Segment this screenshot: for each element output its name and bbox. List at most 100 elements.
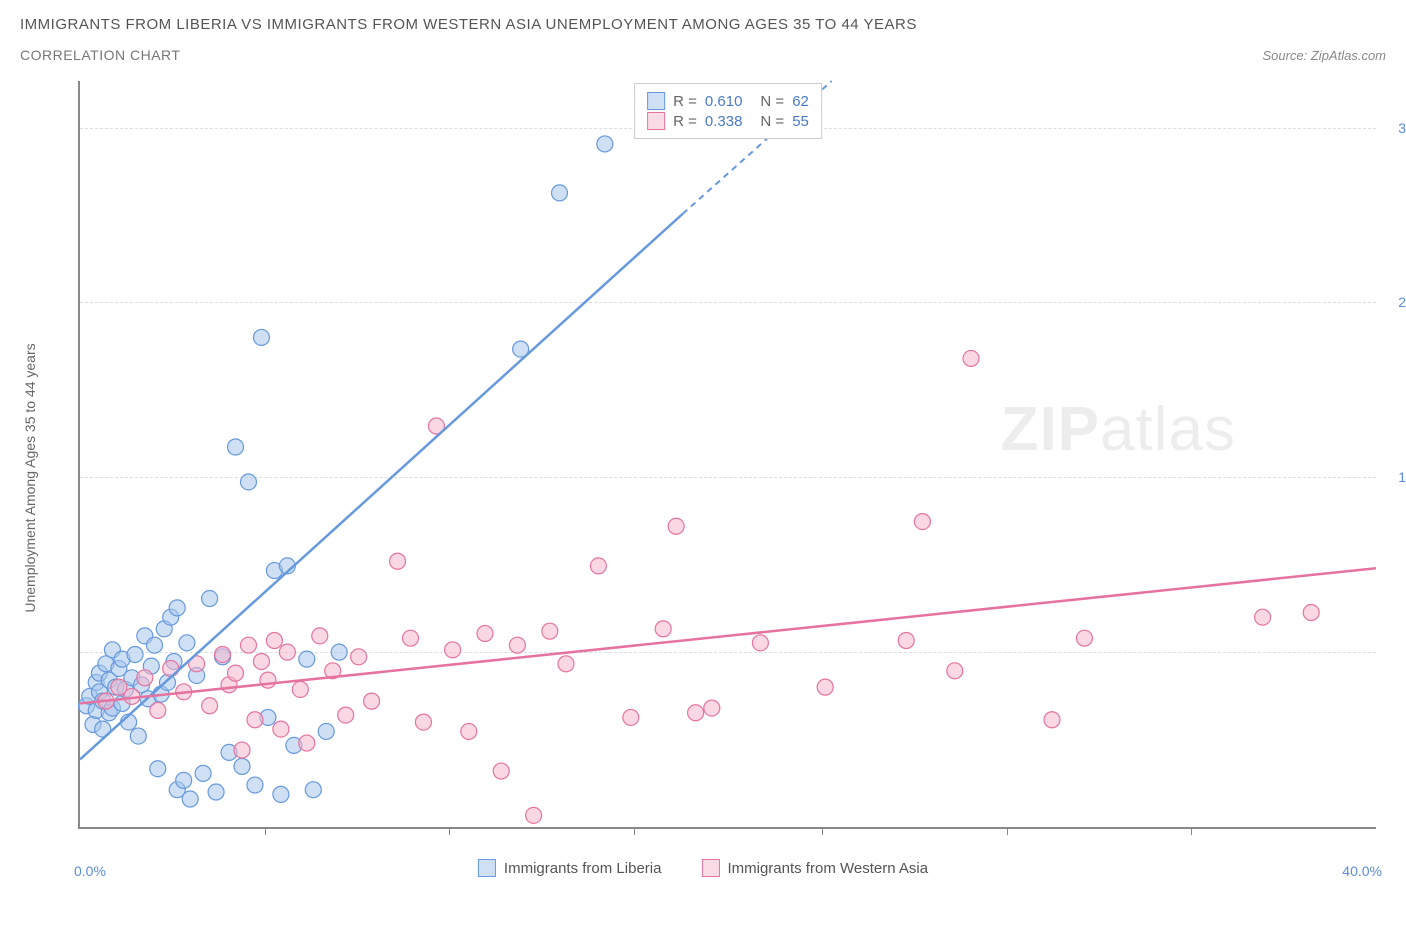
n-label: N = — [760, 93, 784, 110]
data-point — [260, 672, 276, 688]
data-point — [234, 758, 250, 774]
x-tick — [634, 827, 635, 835]
legend-row-series-2: R = 0.338 N = 55 — [647, 112, 809, 130]
data-point — [493, 763, 509, 779]
data-point — [228, 665, 244, 681]
data-point — [542, 623, 558, 639]
data-point — [147, 637, 163, 653]
data-point — [299, 651, 315, 667]
swatch-series-1 — [647, 92, 665, 110]
legend-label-2: Immigrants from Western Asia — [727, 860, 928, 877]
data-point — [461, 723, 477, 739]
data-point — [390, 553, 406, 569]
data-point — [898, 633, 914, 649]
subtitle-row: CORRELATION CHART Source: ZipAtlas.com — [20, 47, 1386, 63]
data-point — [182, 791, 198, 807]
scatter-plot-svg — [80, 81, 1376, 827]
data-point — [312, 628, 328, 644]
n-value-2: 55 — [792, 113, 809, 130]
y-axis-label: Unemployment Among Ages 35 to 44 years — [22, 343, 38, 612]
plot-area: ZIPatlas R = 0.610 N = 62 R = 0.338 N = … — [78, 81, 1376, 829]
data-point — [163, 660, 179, 676]
data-point — [150, 702, 166, 718]
data-point — [234, 742, 250, 758]
data-point — [130, 728, 146, 744]
data-point — [247, 712, 263, 728]
data-point — [1303, 605, 1319, 621]
data-point — [279, 644, 295, 660]
data-point — [688, 705, 704, 721]
data-point — [351, 649, 367, 665]
data-point — [253, 329, 269, 345]
correlation-legend: R = 0.610 N = 62 R = 0.338 N = 55 — [634, 83, 822, 139]
data-point — [247, 777, 263, 793]
x-axis-origin-label: 0.0% — [74, 863, 106, 879]
r-value-1: 0.610 — [705, 93, 743, 110]
data-point — [137, 670, 153, 686]
legend-item-2: Immigrants from Western Asia — [701, 859, 928, 877]
data-point — [208, 784, 224, 800]
series-legend: Immigrants from Liberia Immigrants from … — [478, 859, 928, 877]
r-value-2: 0.338 — [705, 113, 743, 130]
data-point — [1255, 609, 1271, 625]
data-point — [240, 637, 256, 653]
legend-item-1: Immigrants from Liberia — [478, 859, 662, 877]
data-point — [240, 474, 256, 490]
data-point — [445, 642, 461, 658]
data-point — [127, 646, 143, 662]
data-point — [704, 700, 720, 716]
data-point — [305, 782, 321, 798]
y-tick-label: 30.0% — [1398, 120, 1406, 136]
data-point — [752, 635, 768, 651]
data-point — [273, 721, 289, 737]
data-point — [169, 600, 185, 616]
x-tick — [449, 827, 450, 835]
n-label: N = — [760, 113, 784, 130]
data-point — [597, 136, 613, 152]
data-point — [331, 644, 347, 660]
data-point — [150, 761, 166, 777]
data-point — [176, 772, 192, 788]
x-tick — [265, 827, 266, 835]
y-tick-label: 15.0% — [1398, 469, 1406, 485]
data-point — [963, 350, 979, 366]
data-point — [558, 656, 574, 672]
data-point — [215, 646, 231, 662]
data-point — [1076, 630, 1092, 646]
data-point — [253, 653, 269, 669]
data-point — [179, 635, 195, 651]
data-point — [159, 674, 175, 690]
data-point — [202, 698, 218, 714]
data-point — [292, 681, 308, 697]
x-tick — [822, 827, 823, 835]
chart-container: Unemployment Among Ages 35 to 44 years Z… — [20, 73, 1386, 883]
data-point — [552, 185, 568, 201]
x-tick — [1191, 827, 1192, 835]
legend-label-1: Immigrants from Liberia — [504, 860, 662, 877]
data-point — [415, 714, 431, 730]
x-tick — [1007, 827, 1008, 835]
trend-line — [80, 214, 683, 760]
data-point — [947, 663, 963, 679]
data-point — [266, 633, 282, 649]
source-attribution: Source: ZipAtlas.com — [1262, 48, 1386, 63]
data-point — [273, 786, 289, 802]
data-point — [338, 707, 354, 723]
data-point — [228, 439, 244, 455]
data-point — [299, 735, 315, 751]
data-point — [914, 514, 930, 530]
data-point — [590, 558, 606, 574]
data-point — [195, 765, 211, 781]
data-point — [509, 637, 525, 653]
x-axis-end-label: 40.0% — [1342, 863, 1382, 879]
data-point — [1044, 712, 1060, 728]
data-point — [655, 621, 671, 637]
n-value-1: 62 — [792, 93, 809, 110]
y-tick-label: 22.5% — [1398, 294, 1406, 310]
swatch-series-2 — [647, 112, 665, 130]
swatch-series-2 — [701, 859, 719, 877]
data-point — [526, 807, 542, 823]
data-point — [668, 518, 684, 534]
data-point — [402, 630, 418, 646]
legend-row-series-1: R = 0.610 N = 62 — [647, 92, 809, 110]
